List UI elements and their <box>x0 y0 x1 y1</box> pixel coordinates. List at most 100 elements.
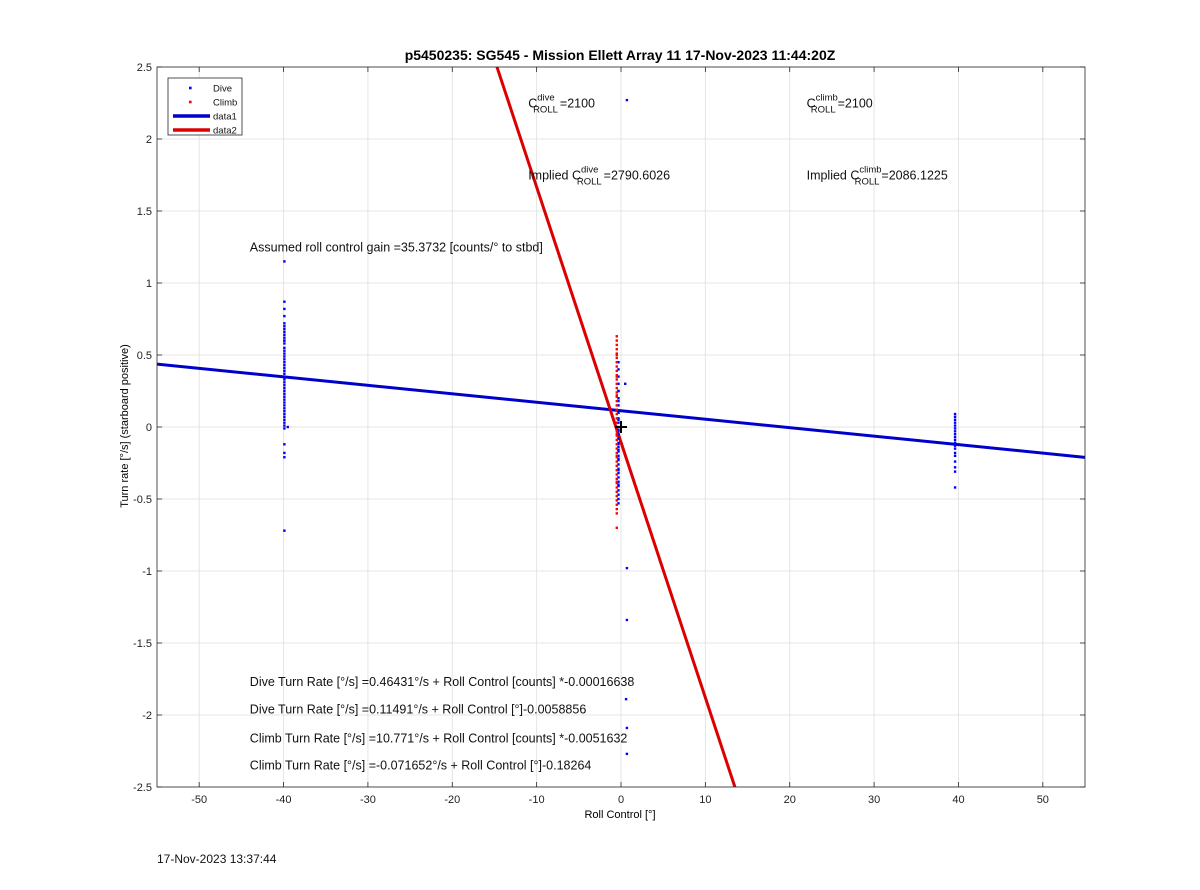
data-point <box>617 441 620 445</box>
series-points-climb <box>615 335 618 529</box>
data-point <box>283 363 286 367</box>
x-tick-label: 0 <box>618 794 624 806</box>
data-point <box>283 366 286 370</box>
data-point <box>617 463 620 466</box>
annotation-superscript: dive <box>581 164 598 175</box>
data-point <box>624 697 628 701</box>
annotation-symbol: C <box>807 96 816 110</box>
data-point <box>283 327 286 331</box>
data-point <box>617 397 620 400</box>
x-tick-label: -10 <box>529 794 545 806</box>
annotation-roll-gain: Assumed roll control gain =35.3732 [coun… <box>250 240 543 254</box>
data-point <box>615 443 618 446</box>
annotation-climb-rate-deg: Climb Turn Rate [°/s] =-0.071652°/s + Ro… <box>250 759 592 773</box>
x-tick-label: 40 <box>952 794 964 806</box>
chart-title: p5450235: SG545 - Mission Ellett Array 1… <box>405 47 836 63</box>
annotation-symbol: C <box>572 168 581 182</box>
data-point <box>283 415 286 419</box>
data-point <box>615 373 618 377</box>
footer-timestamp: 17-Nov-2023 13:37:44 <box>157 852 277 866</box>
data-point <box>617 417 620 420</box>
data-point <box>615 473 618 476</box>
annotation-symbol: C <box>850 168 859 182</box>
annotation-value: =2100 <box>560 96 595 110</box>
data-point <box>615 526 618 529</box>
data-point <box>283 358 286 361</box>
x-tick-label: -20 <box>444 794 460 806</box>
data-point <box>617 375 620 378</box>
data-point <box>617 493 620 496</box>
data-point <box>615 352 618 355</box>
data-point <box>617 450 620 453</box>
data-point <box>283 352 286 355</box>
data-point <box>283 355 286 358</box>
data-point <box>617 497 620 501</box>
data-point <box>615 481 618 485</box>
data-point <box>615 454 618 457</box>
data-point <box>283 333 286 337</box>
data-point <box>615 503 618 506</box>
data-point <box>617 476 620 479</box>
x-tick-label: 10 <box>699 794 711 806</box>
data-point <box>615 512 618 515</box>
tick-marks <box>157 66 1085 788</box>
data-point <box>283 361 286 364</box>
data-point <box>617 368 620 371</box>
data-point <box>953 435 957 439</box>
data-point <box>615 417 618 420</box>
data-point <box>953 421 957 424</box>
data-point <box>615 434 618 437</box>
annotation-value: =2790.6026 <box>604 168 670 182</box>
data-point <box>615 378 618 381</box>
data-point <box>953 460 957 463</box>
plot-area: -50 -40 -30 -20 -10 0 10 20 30 40 50-2.5-2-1.5-1-0… <box>133 62 1086 806</box>
data-point <box>617 467 620 470</box>
data-point <box>283 386 286 390</box>
data-point <box>615 447 618 450</box>
data-point <box>615 353 618 357</box>
data-point <box>286 425 289 429</box>
annotation-implied-climb: Implied Cclimb ROLL =2086.1225 <box>807 164 948 187</box>
data-point <box>283 389 286 393</box>
y-tick-label: 1 <box>146 278 152 290</box>
legend-label-dive: Dive <box>213 84 232 95</box>
y-tick-label: 2.5 <box>137 62 152 74</box>
data-point <box>615 391 618 394</box>
data-point <box>617 404 620 407</box>
data-point <box>283 325 286 328</box>
x-tick-label: 20 <box>784 794 796 806</box>
series-line-data1 <box>157 362 1085 459</box>
data-point <box>615 421 618 424</box>
data-point <box>953 427 957 430</box>
data-point <box>283 456 286 459</box>
data-point <box>953 412 957 416</box>
data-point <box>283 330 286 334</box>
annotation-c-dive: Cdive ROLL =2100 <box>528 92 595 115</box>
data-point <box>625 98 629 102</box>
data-point <box>617 430 620 433</box>
data-point <box>953 470 957 473</box>
annotation-symbol: C <box>528 96 537 110</box>
data-point <box>615 361 618 364</box>
x-tick-label: -50 <box>191 794 207 806</box>
data-point <box>953 418 957 421</box>
data-point <box>615 399 618 403</box>
data-point <box>615 490 618 493</box>
annotation-superscript: dive <box>537 92 554 103</box>
data-point <box>953 451 957 455</box>
data-point <box>615 369 618 373</box>
series-points-dive <box>283 98 957 756</box>
y-tick-label: -2 <box>142 710 152 722</box>
annotation-superscript: climb <box>859 164 881 175</box>
data-point <box>953 447 957 450</box>
y-tick-label: -0.5 <box>133 494 152 506</box>
annotation-c-climb: Cclimb ROLL =2100 <box>807 92 873 115</box>
data-point <box>615 343 618 347</box>
y-tick-label: 0 <box>146 422 152 434</box>
x-tick-label: 30 <box>868 794 880 806</box>
data-point <box>283 418 286 421</box>
annotation-implied-dive: Implied Cdive ROLL =2790.6026 <box>528 164 670 187</box>
data-point <box>615 460 618 463</box>
data-point <box>617 469 620 472</box>
